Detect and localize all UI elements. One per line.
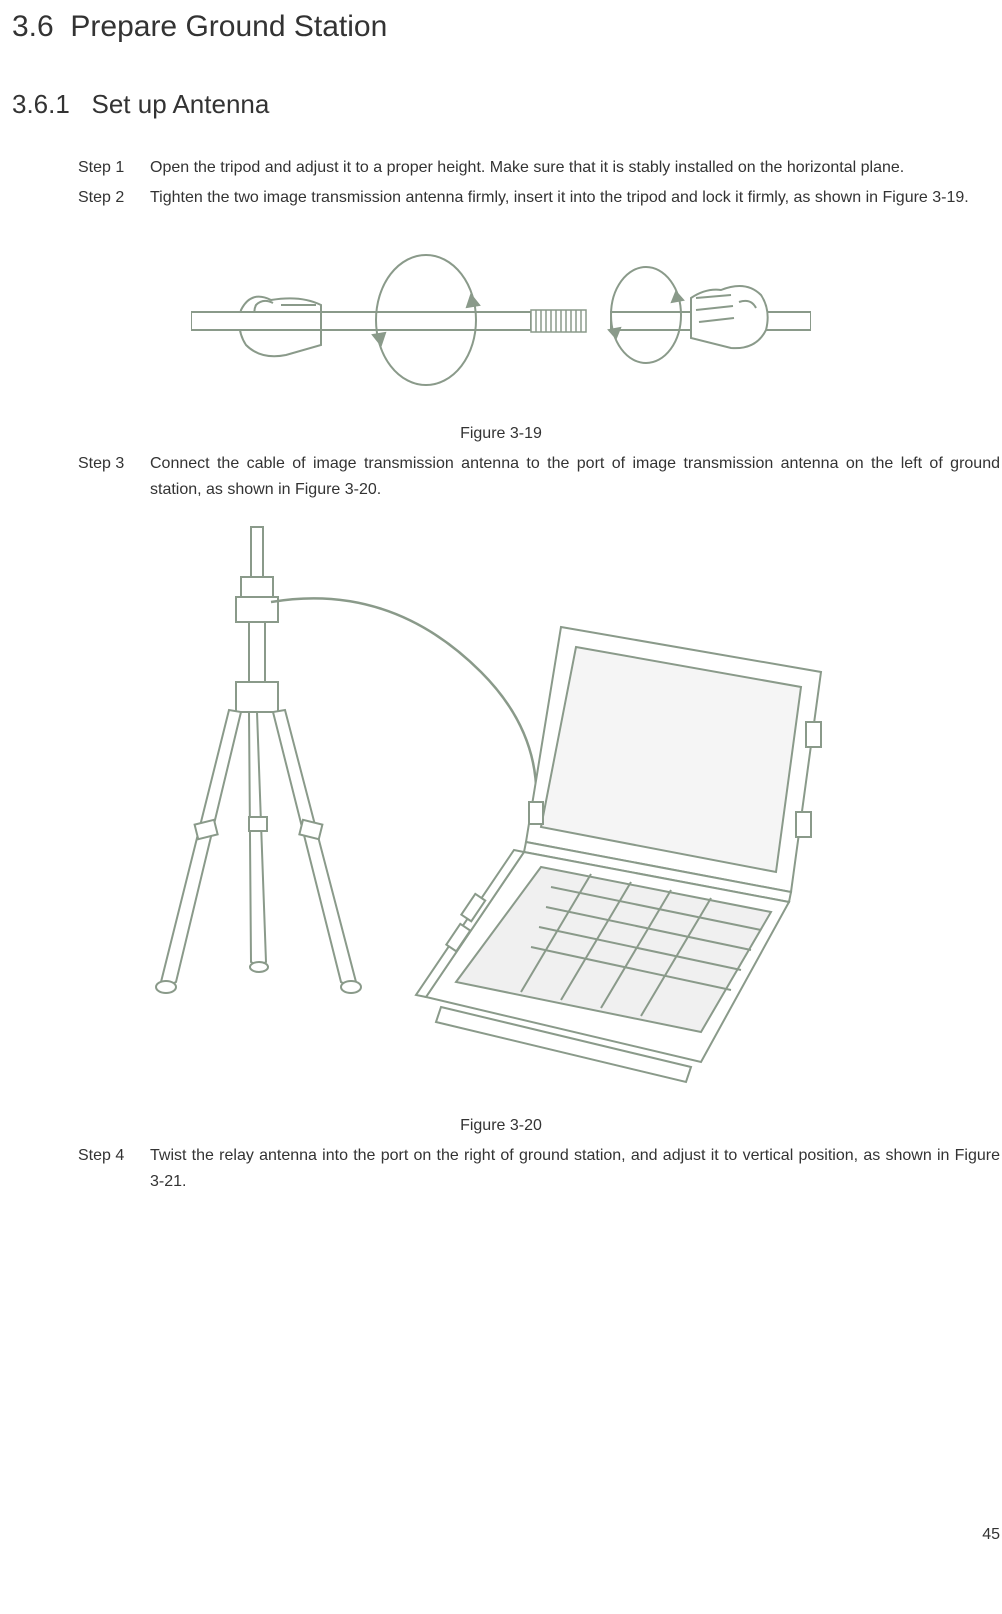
figure-20-container: Figure 3-20: [0, 522, 1002, 1135]
step-row: Step 3 Connect the cable of image transm…: [78, 451, 1000, 502]
steps-container: Step 3 Connect the cable of image transm…: [0, 451, 1002, 502]
subsection-number: 3.6.1: [12, 89, 70, 119]
step-text: Tighten the two image transmission anten…: [150, 185, 1000, 211]
step-text: Connect the cable of image transmission …: [150, 451, 1000, 502]
page-number: 45: [982, 1526, 1000, 1544]
figure-19-container: Figure 3-19: [0, 230, 1002, 443]
step-label: Step 4: [78, 1143, 150, 1194]
step-text: Open the tripod and adjust it to a prope…: [150, 155, 1000, 181]
step-row: Step 4 Twist the relay antenna into the …: [78, 1143, 1000, 1194]
figure-20-caption: Figure 3-20: [0, 1117, 1002, 1135]
steps-container: Step 1 Open the tripod and adjust it to …: [0, 155, 1002, 210]
section-name: Prepare Ground Station: [70, 10, 387, 43]
figure-19-illustration: [191, 230, 811, 410]
steps-container: Step 4 Twist the relay antenna into the …: [0, 1143, 1002, 1194]
section-number: 3.6: [12, 10, 54, 43]
step-label: Step 2: [78, 185, 150, 211]
subsection-title: 3.6.1 Set up Antenna: [0, 89, 1002, 120]
section-title: 3.6 Prepare Ground Station: [0, 10, 1002, 44]
step-row: Step 2 Tighten the two image transmissio…: [78, 185, 1000, 211]
step-label: Step 3: [78, 451, 150, 502]
step-text: Twist the relay antenna into the port on…: [150, 1143, 1000, 1194]
step-row: Step 1 Open the tripod and adjust it to …: [78, 155, 1000, 181]
subsection-name: Set up Antenna: [92, 89, 270, 119]
figure-20-illustration: [141, 522, 861, 1102]
step-label: Step 1: [78, 155, 150, 181]
figure-19-caption: Figure 3-19: [0, 425, 1002, 443]
